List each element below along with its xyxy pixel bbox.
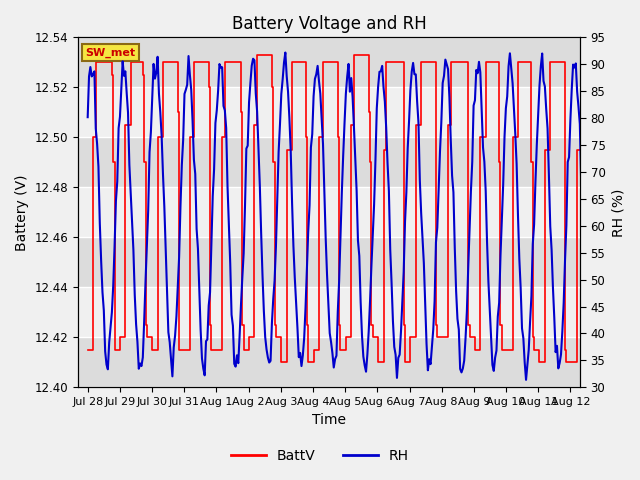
Bar (78, 237, 580, 288)
Bar (78, 337, 580, 387)
Bar (78, 37, 580, 87)
X-axis label: Time: Time (312, 413, 346, 427)
Bar (78, 137, 580, 187)
Legend: BattV, RH: BattV, RH (225, 443, 415, 468)
Y-axis label: Battery (V): Battery (V) (15, 174, 29, 251)
Text: SW_met: SW_met (86, 48, 136, 58)
Title: Battery Voltage and RH: Battery Voltage and RH (232, 15, 426, 33)
Y-axis label: RH (%): RH (%) (611, 188, 625, 237)
